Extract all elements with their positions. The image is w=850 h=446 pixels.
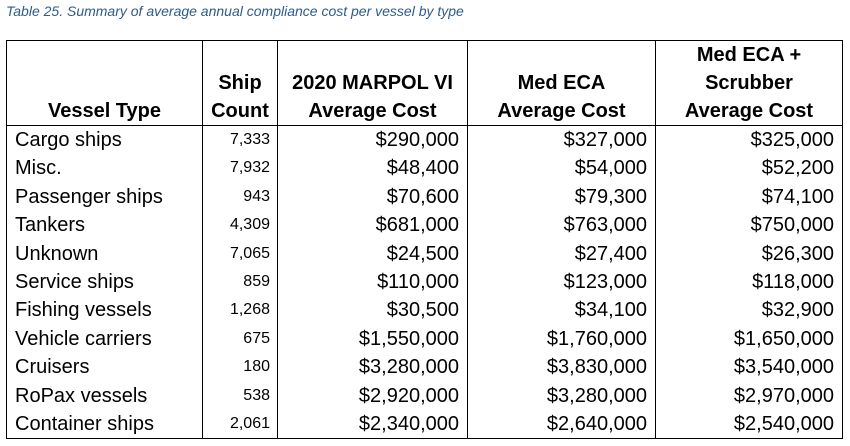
- table-row: Tankers 4,309 $681,000 $763,000 $750,000: [6, 211, 843, 240]
- cell-ship-count: 943: [202, 182, 278, 212]
- cell-scrubber-cost: $26,300: [655, 239, 843, 269]
- cell-vessel-type: Service ships: [6, 268, 203, 297]
- table-row: Service ships 859 $110,000 $123,000 $118…: [6, 268, 843, 297]
- table-caption: Table 25. Summary of average annual comp…: [6, 3, 464, 19]
- header-scrubber-cost: Med ECA + Scrubber Average Cost: [655, 40, 843, 126]
- cell-marpol-cost: $30,500: [277, 296, 468, 325]
- cell-marpol-cost: $3,280,000: [277, 353, 468, 382]
- cell-eca-cost: $34,100: [467, 296, 656, 325]
- cell-eca-cost: $763,000: [467, 211, 656, 240]
- cell-marpol-cost: $48,400: [277, 154, 468, 183]
- cell-ship-count: 180: [202, 353, 278, 382]
- cell-marpol-cost: $110,000: [277, 268, 468, 297]
- header-marpol-line1: 2020 MARPOL VI: [292, 72, 453, 94]
- cell-vessel-type: Fishing vessels: [6, 296, 203, 325]
- cell-vessel-type: Unknown: [6, 239, 203, 269]
- cell-ship-count: 7,333: [202, 125, 278, 155]
- cell-vessel-type: Misc.: [6, 154, 203, 183]
- cell-marpol-cost: $70,600: [277, 182, 468, 212]
- table-row: Cargo ships 7,333 $290,000 $327,000 $325…: [6, 125, 843, 155]
- cell-ship-count: 7,065: [202, 239, 278, 269]
- compliance-cost-table: Vessel Type Ship Count 2020 MARPOL VI Av…: [6, 40, 843, 440]
- cell-ship-count: 1,268: [202, 296, 278, 325]
- header-eca-line1: Med ECA: [517, 72, 606, 94]
- header-scrubber-line3: Average Cost: [684, 100, 814, 122]
- cell-scrubber-cost: $3,540,000: [655, 353, 843, 382]
- cell-eca-cost: $123,000: [467, 268, 656, 297]
- table-row: Unknown 7,065 $24,500 $27,400 $26,300: [6, 239, 843, 269]
- cell-eca-cost: $1,760,000: [467, 324, 656, 354]
- cell-scrubber-cost: $32,900: [655, 296, 843, 325]
- cell-eca-cost: $79,300: [467, 182, 656, 212]
- cell-scrubber-cost: $74,100: [655, 182, 843, 212]
- cell-vessel-type: Tankers: [6, 211, 203, 240]
- cell-scrubber-cost: $1,650,000: [655, 324, 843, 354]
- cell-ship-count: 675: [202, 324, 278, 354]
- table-row: Fishing vessels 1,268 $30,500 $34,100 $3…: [6, 296, 843, 325]
- cell-eca-cost: $3,280,000: [467, 381, 656, 411]
- header-vessel-type-label: Vessel Type: [47, 100, 162, 122]
- header-row: Vessel Type Ship Count 2020 MARPOL VI Av…: [6, 40, 843, 126]
- table-row: Vehicle carriers 675 $1,550,000 $1,760,0…: [6, 324, 843, 354]
- header-ship-count-line2: Count: [211, 100, 269, 122]
- table-row: RoPax vessels 538 $2,920,000 $3,280,000 …: [6, 381, 843, 411]
- header-scrubber-line2: Scrubber: [705, 72, 793, 94]
- cell-scrubber-cost: $2,540,000: [655, 410, 843, 440]
- cell-eca-cost: $3,830,000: [467, 353, 656, 382]
- cell-vessel-type: Cruisers: [6, 353, 203, 382]
- table-row: Cruisers 180 $3,280,000 $3,830,000 $3,54…: [6, 353, 843, 382]
- header-eca-line2: Average Cost: [497, 100, 626, 122]
- cell-ship-count: 4,309: [202, 211, 278, 240]
- header-marpol-line2: Average Cost: [308, 100, 437, 122]
- cell-scrubber-cost: $2,970,000: [655, 381, 843, 411]
- cell-vessel-type: RoPax vessels: [6, 381, 203, 411]
- cell-marpol-cost: $2,340,000: [277, 410, 468, 440]
- header-ship-count: Ship Count: [202, 40, 278, 126]
- header-marpol-cost: 2020 MARPOL VI Average Cost: [277, 40, 468, 126]
- cell-scrubber-cost: $52,200: [655, 154, 843, 183]
- cell-scrubber-cost: $750,000: [655, 211, 843, 240]
- cell-scrubber-cost: $118,000: [655, 268, 843, 297]
- header-ship-count-line1: Ship: [218, 72, 262, 94]
- cell-marpol-cost: $681,000: [277, 211, 468, 240]
- cell-eca-cost: $54,000: [467, 154, 656, 183]
- cell-ship-count: 538: [202, 381, 278, 411]
- cell-ship-count: 7,932: [202, 154, 278, 183]
- cell-vessel-type: Vehicle carriers: [6, 324, 203, 354]
- cell-ship-count: 859: [202, 268, 278, 297]
- cell-eca-cost: $27,400: [467, 239, 656, 269]
- cell-marpol-cost: $1,550,000: [277, 324, 468, 354]
- table-row: Misc. 7,932 $48,400 $54,000 $52,200: [6, 154, 843, 183]
- table-row: Passenger ships 943 $70,600 $79,300 $74,…: [6, 182, 843, 212]
- cell-vessel-type: Cargo ships: [6, 125, 203, 155]
- cell-vessel-type: Passenger ships: [6, 182, 203, 212]
- cell-marpol-cost: $2,920,000: [277, 381, 468, 411]
- cell-eca-cost: $2,640,000: [467, 410, 656, 440]
- header-eca-cost: Med ECA Average Cost: [467, 40, 656, 126]
- table-row: Container ships 2,061 $2,340,000 $2,640,…: [6, 410, 843, 440]
- cell-scrubber-cost: $325,000: [655, 125, 843, 155]
- header-scrubber-line1: Med ECA +: [696, 44, 802, 66]
- cost-table-container: Vessel Type Ship Count 2020 MARPOL VI Av…: [6, 40, 843, 440]
- cell-marpol-cost: $290,000: [277, 125, 468, 155]
- cell-vessel-type: Container ships: [6, 410, 203, 440]
- cell-marpol-cost: $24,500: [277, 239, 468, 269]
- cell-ship-count: 2,061: [202, 410, 278, 440]
- cell-eca-cost: $327,000: [467, 125, 656, 155]
- header-vessel-type: Vessel Type: [6, 40, 203, 126]
